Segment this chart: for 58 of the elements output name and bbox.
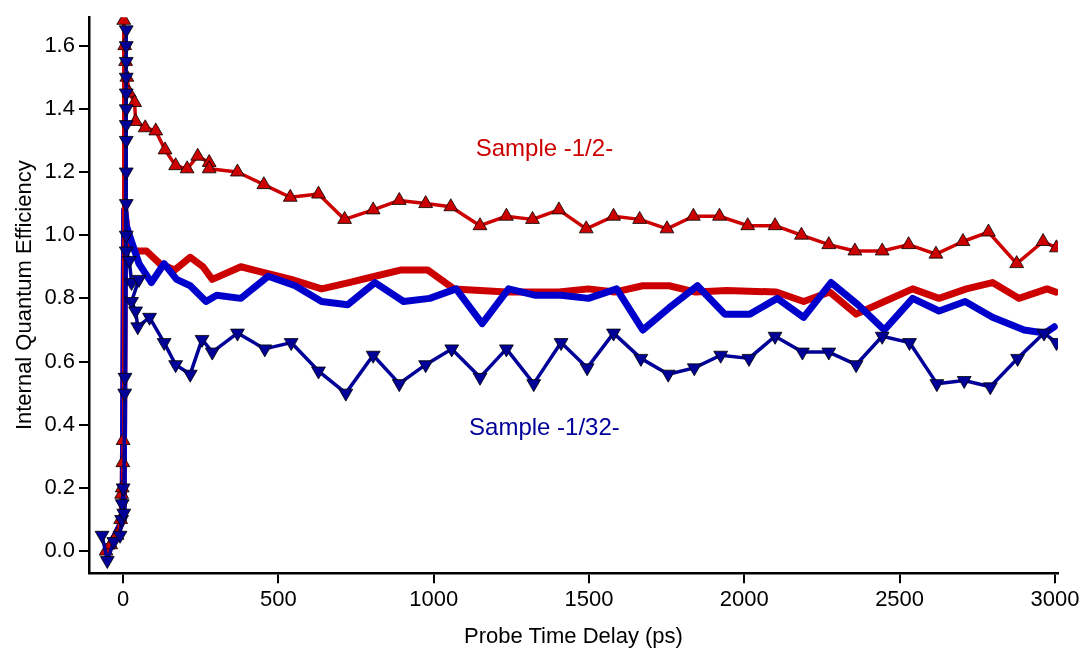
point bbox=[659, 220, 675, 234]
y-axis-title: Internal Quantum Efficiency bbox=[11, 160, 37, 431]
x-tick-label: 1500 bbox=[564, 586, 614, 612]
point bbox=[137, 119, 153, 133]
point bbox=[981, 223, 996, 237]
point bbox=[712, 207, 727, 221]
point bbox=[168, 157, 183, 171]
point bbox=[1035, 233, 1051, 246]
x-tick-label: 1000 bbox=[409, 586, 459, 612]
x-tick-label: 500 bbox=[260, 586, 297, 612]
y-tick-label: 0.6 bbox=[44, 347, 75, 373]
point bbox=[148, 122, 164, 136]
x-tick-label: 2500 bbox=[875, 586, 925, 612]
y-tick-label: 1.4 bbox=[44, 94, 75, 120]
y-tick-label: 0.2 bbox=[44, 473, 75, 499]
series-label: Sample -1/2- bbox=[475, 134, 614, 162]
point bbox=[190, 147, 206, 161]
point bbox=[686, 207, 701, 221]
point bbox=[282, 188, 298, 202]
point bbox=[632, 210, 647, 224]
point bbox=[365, 201, 381, 215]
point bbox=[179, 160, 195, 174]
x-axis-title: Probe Time Delay (ps) bbox=[464, 622, 683, 648]
x-tick-label: 0 bbox=[117, 586, 130, 612]
point bbox=[230, 163, 245, 177]
point bbox=[472, 217, 488, 231]
point bbox=[499, 207, 514, 221]
x-tick-label: 2000 bbox=[719, 586, 769, 612]
point bbox=[874, 242, 890, 256]
point bbox=[256, 176, 272, 190]
point bbox=[391, 192, 407, 205]
point bbox=[606, 207, 621, 221]
point bbox=[337, 210, 352, 224]
point bbox=[525, 210, 540, 224]
x-tick-label: 3000 bbox=[1030, 586, 1080, 612]
y-tick-label: 0.4 bbox=[44, 410, 75, 436]
point bbox=[740, 217, 756, 231]
y-tick-label: 1.0 bbox=[44, 221, 75, 247]
y-tick-label: 0.8 bbox=[44, 284, 75, 310]
point bbox=[578, 220, 594, 234]
point bbox=[821, 236, 837, 250]
point bbox=[418, 195, 433, 208]
y-tick-label: 0.0 bbox=[44, 537, 75, 563]
point bbox=[847, 242, 863, 256]
point bbox=[794, 226, 809, 240]
point bbox=[157, 141, 173, 155]
point bbox=[901, 236, 916, 250]
point bbox=[551, 201, 567, 215]
y-tick-label: 1.6 bbox=[44, 31, 75, 57]
point bbox=[311, 185, 326, 199]
point bbox=[443, 198, 459, 212]
point bbox=[767, 217, 783, 231]
point bbox=[1009, 255, 1025, 269]
point bbox=[955, 233, 971, 246]
point bbox=[201, 160, 217, 174]
series-label: Sample -1/32- bbox=[469, 412, 620, 440]
y-tick-label: 1.2 bbox=[44, 158, 75, 184]
point bbox=[928, 245, 944, 259]
